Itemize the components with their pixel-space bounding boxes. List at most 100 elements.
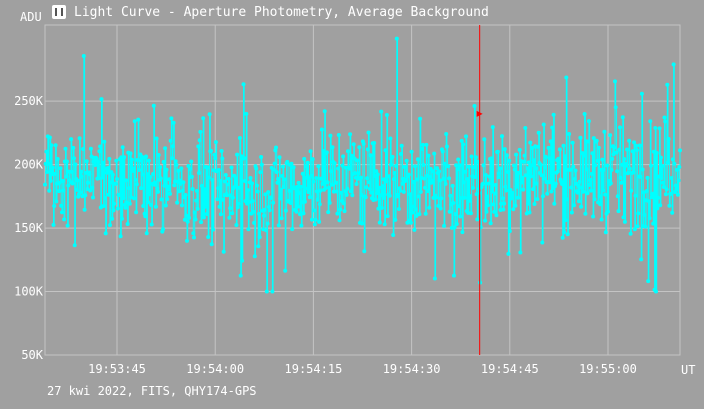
data-point [452,225,457,230]
data-point [446,164,451,169]
data-point [257,211,261,216]
data-point [366,130,371,135]
data-point [614,150,619,155]
y-axis-unit-label: ADU [20,10,42,24]
data-point [298,184,303,189]
data-point [591,214,596,219]
data-point [569,210,574,215]
data-point [390,154,395,159]
data-point [517,170,521,175]
data-point [468,211,473,216]
time-cursor[interactable] [476,25,483,355]
data-point [285,159,290,164]
data-point [599,217,604,222]
data-point [91,159,96,164]
data-point [295,204,300,209]
data-point [307,195,312,200]
data-point [408,192,413,197]
data-point [423,211,428,216]
data-point [242,179,247,183]
data-point [412,227,417,232]
data-point [184,213,189,218]
data-point [58,166,63,171]
light-curve-app-icon[interactable] [52,5,66,19]
data-point [432,276,437,281]
data-point [90,185,95,190]
data-point [624,162,629,166]
data-point [528,140,533,145]
data-point [339,190,343,195]
data-point [335,211,340,216]
data-point [379,205,384,210]
data-point [541,194,545,199]
data-point [640,167,645,172]
data-point [455,167,460,172]
data-point [311,179,316,184]
data-point [660,164,665,168]
data-point [196,144,201,149]
data-point [422,176,427,181]
data-point [388,136,393,141]
data-point [630,149,635,154]
data-point [194,198,199,203]
data-point [648,119,653,124]
data-point [637,143,642,148]
data-point [247,200,252,205]
data-point [326,210,331,215]
data-point [408,220,413,225]
data-point [120,216,124,221]
data-point [485,194,490,199]
data-point [264,228,269,233]
data-point [155,186,160,191]
data-point [460,230,465,235]
data-point [289,161,294,166]
data-point [334,189,339,194]
data-point [553,181,558,186]
data-point [242,156,247,161]
data-point [593,163,598,168]
data-point [195,206,200,211]
data-point [483,218,488,223]
data-point [156,189,160,194]
data-point [531,158,536,163]
y-tick-label: 250K [14,94,44,108]
data-point [529,174,533,179]
data-point [651,221,656,226]
data-point [254,166,259,171]
tick-labels: 19:53:45 19:54:00 19:54:15 19:54:30 19:54:45… [14,94,637,376]
data-point [521,187,526,192]
data-point [303,175,308,180]
data-point [564,75,569,80]
data-point [454,222,459,226]
data-point [416,194,421,199]
data-point [546,145,551,150]
data-point [670,157,675,162]
data-point [638,174,643,179]
data-point [436,203,441,208]
data-point [262,213,266,218]
data-point [589,171,594,176]
data-point [125,222,130,226]
data-point [427,205,432,210]
data-point [465,177,470,181]
x-tick-label: 19:54:45 [481,362,539,376]
data-point [382,222,387,227]
data-point [461,142,466,147]
data-point [146,200,151,205]
x-tick-label: 19:54:00 [186,362,244,376]
data-point [550,125,555,130]
data-point [417,212,422,217]
data-point [425,189,430,194]
data-point [161,159,166,164]
data-point [502,147,507,152]
data-point [96,176,101,181]
data-point [211,227,216,232]
data-point [628,231,633,236]
data-point [252,220,257,225]
data-point [579,204,584,209]
data-point [93,163,98,167]
data-point [288,201,293,205]
data-point [605,163,610,168]
